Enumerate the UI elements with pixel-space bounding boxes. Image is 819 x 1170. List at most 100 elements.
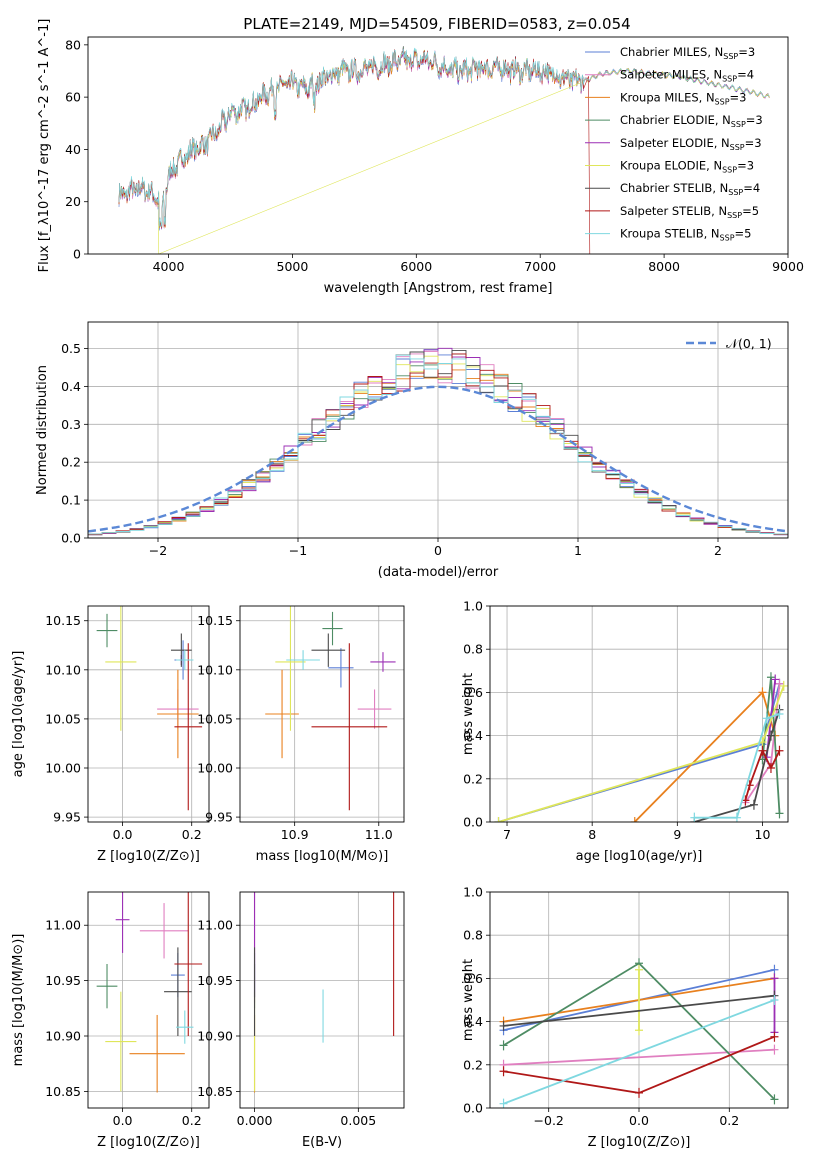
mass-vs-Z-ytick-label: 10.90: [45, 1029, 81, 1044]
spectrum-legend-label: Chabrier ELODIE, NSSP=3: [620, 113, 763, 129]
weight-vs-age-axes: 7 8 9 10 0.0 0.2 0.4 0.6 0.8 1.0 age [log10(age/yr…: [461, 599, 789, 864]
residuals-frame: [87, 321, 789, 539]
age-vs-mass-point: [311, 643, 388, 811]
age-vs-Z-point: [157, 669, 199, 759]
spectrum-legend-label: Chabrier STELIB, NSSP=4: [620, 181, 760, 197]
mass-vs-Z-point: [139, 903, 189, 959]
age-vs-mass-grid: [240, 606, 404, 822]
spectrum-axes: 4000 5000 6000 7000 8000 9000 0 20 40 60 80 wavelen…: [37, 19, 804, 296]
age-vs-mass-point: [370, 652, 396, 672]
mass-vs-Z-point: [96, 964, 118, 1009]
age-vs-Z-point: [96, 613, 118, 648]
weight-vs-age-marker: [762, 713, 771, 724]
spectrum-frame: [87, 36, 789, 255]
residuals-ylabel: Normed distribution: [35, 365, 50, 495]
weight-vs-age-marker: [775, 709, 784, 719]
weight-vs-age-marker: [766, 730, 775, 741]
weight-vs-age-marker: [779, 680, 788, 691]
mass-vs-ebv-ytick-label: 11.00: [197, 918, 233, 933]
age-vs-mass-point: [265, 669, 299, 759]
weight-vs-Z-marker: [770, 1094, 779, 1105]
mass-vs-Z-point: [129, 1014, 185, 1093]
weight-vs-age-xtick-label: 8: [588, 827, 596, 842]
residuals-plot-area: [88, 347, 788, 538]
residuals-xtick-label: 0: [434, 543, 442, 558]
age-vs-mass-point: [322, 611, 343, 646]
age-vs-mass-xlabel: mass [log10(M/M⊙)]: [256, 849, 389, 864]
weight-vs-Z-marker: [499, 1040, 508, 1051]
spectrum-xtick-label: 4000: [153, 259, 185, 274]
residuals-ytick-label: 0.3: [61, 417, 81, 432]
weight-vs-Z-ytick-label: 0.4: [463, 1014, 483, 1029]
residuals-xtick-label: 2: [714, 543, 722, 558]
mass-vs-Z-ylabel: mass [log10(M/M⊙)]: [11, 934, 26, 1067]
mass-vs-Z-ytick-label: 10.85: [45, 1084, 81, 1099]
mass-vs-ebv-xtick-label: 0.000: [237, 1113, 273, 1128]
age-vs-Z-xtick-label: 0.2: [182, 827, 202, 842]
weight-vs-Z-marker: [635, 1025, 643, 1036]
weight-vs-age-marker: [775, 745, 784, 756]
spectrum-legend: Chabrier MILES, NSSP=3 Salpeter MILES, NS…: [585, 45, 763, 243]
residuals-ytick-label: 0.2: [61, 455, 81, 470]
weight-vs-Z-series-line: [503, 994, 775, 1027]
mass-vs-Z-xtick-label: 0.2: [182, 1113, 202, 1128]
residuals-ytick-label: 0.5: [61, 341, 81, 356]
weight-vs-age-marker: [749, 799, 758, 810]
age-vs-Z-ytick-label: 10.15: [45, 613, 81, 628]
weight-vs-Z-xlabel: Z [log10(Z/Z⊙)]: [588, 1135, 691, 1150]
normal-reference-curve: [88, 385, 788, 533]
weight-vs-age-grid: [490, 605, 788, 823]
mass-vs-ebv-frame: [239, 891, 405, 1109]
mass-vs-Z-ytick-label: 10.95: [45, 973, 81, 988]
mass-vs-Z-point: [115, 892, 130, 953]
spectrum-xtick-label: 6000: [400, 259, 432, 274]
weight-vs-Z-xtick-label: −0.2: [534, 1113, 564, 1128]
residuals-ytick-label: 0.4: [61, 379, 81, 394]
spectrum-plot-area: [118, 46, 770, 254]
age-vs-mass-ytick-label: 10.10: [197, 662, 233, 677]
weight-vs-Z-ytick-label: 0.8: [463, 928, 483, 943]
mass-vs-ebv-ytick-label: 10.95: [197, 973, 233, 988]
weight-vs-age-marker: [758, 687, 767, 698]
age-vs-mass-ytick-label: 10.15: [197, 613, 233, 628]
mass-vs-ebv-axes: 0.000 0.005 10.85 10.90 10.95 11.00 E(B-V): [197, 891, 405, 1150]
age-vs-mass-point: [275, 606, 306, 731]
spectrum-legend-label: Chabrier MILES, NSSP=3: [620, 45, 755, 61]
weight-vs-age-marker: [690, 812, 699, 822]
mass-vs-Z-plot-area: [96, 892, 203, 1093]
weight-vs-Z-marker: [635, 964, 643, 975]
weight-vs-age-marker: [766, 763, 775, 773]
weight-vs-age-frame: [489, 605, 789, 823]
spectrum-ylabel: Flux [f_λ10^-17 erg cm^-2 s^-1 A^-1]: [37, 19, 52, 273]
weight-vs-Z-ytick-label: 0.6: [463, 971, 483, 986]
weight-vs-age-ylabel: mass weight: [461, 673, 476, 755]
weight-vs-age-ytick-label: 0.2: [463, 771, 483, 786]
mass-vs-Z-xtick-label: 0.0: [113, 1113, 133, 1128]
spectrum-ytick-label: 60: [65, 90, 81, 105]
spectrum-legend-label: Kroupa MILES, NSSP=3: [620, 90, 746, 106]
weight-vs-age-marker: [630, 817, 639, 822]
spectrum-legend-label: Salpeter STELIB, NSSP=5: [620, 204, 759, 220]
age-vs-Z-ytick-label: 10.10: [45, 662, 81, 677]
age-vs-mass-xtick-label: 11.0: [365, 827, 393, 842]
figure-title: PLATE=2149, MJD=54509, FIBERID=0583, z=0…: [243, 15, 630, 33]
residuals-ytick-label: 0.0: [61, 531, 81, 546]
residuals-xtick-label: −1: [289, 543, 307, 558]
mass-vs-ebv-plot-area: [253, 892, 395, 1093]
mass-vs-ebv-xtick-label: 0.005: [340, 1113, 376, 1128]
weight-vs-Z-xtick-label: 0.2: [719, 1113, 739, 1128]
weight-vs-age-ytick-label: 0.0: [463, 815, 483, 830]
residuals-xlabel: (data-model)/error: [378, 565, 499, 580]
age-vs-Z-point: [176, 650, 194, 670]
weight-vs-Z-xtick-label: 0.0: [629, 1113, 649, 1128]
residuals-axes: −2 −1 0 1 2 0.0 0.1 0.2 0.3 0.4 0.5 (data-model)/er…: [35, 321, 789, 580]
mass-vs-Z-point: [164, 947, 192, 1036]
age-vs-Z-ytick-label: 10.05: [45, 711, 81, 726]
age-vs-Z-axes: 0.0 0.2 9.95 10.00 10.05 10.10 10.15 Z [log10(Z…: [11, 605, 210, 864]
weight-vs-age-xtick-label: 7: [503, 827, 511, 842]
age-vs-Z-plot-area: [96, 606, 203, 811]
weight-vs-Z-marker: [770, 964, 779, 975]
weight-vs-Z-ylabel: mass weight: [461, 959, 476, 1041]
mass-vs-Z-grid: [88, 892, 209, 1108]
